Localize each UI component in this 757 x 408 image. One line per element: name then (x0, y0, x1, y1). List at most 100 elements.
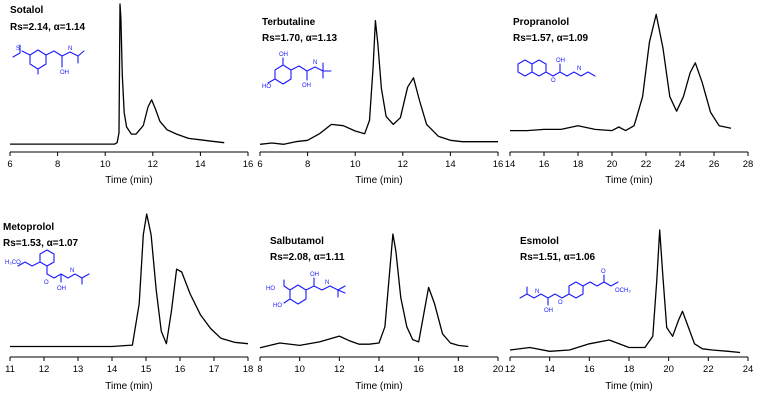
x-axis-label: Time (min) (355, 381, 402, 392)
x-tick-label: 16 (493, 159, 504, 170)
x-tick-label: 16 (243, 159, 254, 170)
x-axis-label: Time (min) (605, 175, 652, 186)
x-axis-label: Time (min) (105, 175, 152, 186)
panel-terbutaline: Terbutaline Rs=1.70, α=1.13 OH HO OH N 6… (257, 17, 503, 186)
x-ticks: 6 8 10 12 14 16 (257, 152, 503, 170)
terbutaline-atom-label: OH (302, 83, 311, 89)
panel-title: Terbutaline (262, 17, 316, 28)
terbutaline-atom-label: OH (279, 52, 288, 58)
x-axis-label: Time (min) (605, 381, 652, 392)
esmolol-atom-label: O (558, 300, 563, 306)
x-axis-label: Time (min) (105, 381, 152, 392)
sotalol-structure-icon: S OH N (12, 44, 85, 76)
x-tick-label: 20 (493, 364, 504, 375)
esmolol-atom-label: OH (544, 308, 553, 314)
x-tick-label: 15 (141, 364, 152, 375)
propranolol-atom-label: OH (556, 58, 565, 64)
resolution-label: Rs=1.70, α=1.13 (262, 33, 338, 44)
x-tick-label: 12 (148, 159, 159, 170)
x-axis-label: Time (min) (355, 175, 402, 186)
x-tick-label: 18 (573, 159, 584, 170)
x-ticks: 8 10 12 14 16 18 20 (257, 357, 503, 375)
resolution-label: Rs=1.51, α=1.06 (520, 252, 596, 263)
x-tick-label: 18 (624, 364, 635, 375)
x-tick-label: 17 (209, 364, 220, 375)
metoprolol-structure-icon: H₃CO O OH N (5, 249, 90, 292)
x-tick-label: 6 (7, 159, 12, 170)
x-tick-label: 22 (641, 159, 652, 170)
propranolol-atom-label: N (577, 66, 581, 72)
x-tick-label: 20 (607, 159, 618, 170)
x-tick-label: 14 (107, 364, 118, 375)
panel-propranolol: Propranolol Rs=1.57, α=1.09 O OH N 14 16 1… (505, 13, 754, 186)
metoprolol-atom-label: N (70, 268, 74, 274)
x-tick-label: 10 (100, 159, 111, 170)
panel-title: Salbutamol (270, 236, 324, 247)
salbutamol-atom-label: HO (266, 286, 275, 292)
x-tick-label: 12 (398, 159, 409, 170)
x-tick-label: 24 (743, 364, 754, 375)
salbutamol-structure-icon: HO HO OH N (266, 272, 346, 309)
chromatogram-trace (10, 3, 225, 145)
esmolol-atom-label: O (601, 269, 606, 275)
esmolol-structure-icon: N OH O O OCH₃ (519, 269, 631, 314)
sotalol-atom-label: OH (60, 70, 69, 76)
x-tick-label: 14 (374, 364, 385, 375)
x-tick-label: 14 (195, 159, 206, 170)
x-tick-label: 26 (709, 159, 720, 170)
resolution-label: Rs=2.14, α=1.14 (10, 22, 86, 33)
x-ticks: 12 14 16 18 20 22 24 (505, 357, 754, 375)
x-tick-label: 11 (5, 364, 15, 375)
x-tick-label: 10 (350, 159, 361, 170)
x-tick-label: 16 (584, 364, 595, 375)
terbutaline-atom-label: HO (262, 84, 271, 90)
x-tick-label: 6 (257, 159, 262, 170)
x-tick-label: 20 (663, 364, 674, 375)
x-tick-label: 28 (743, 159, 754, 170)
resolution-label: Rs=1.53, α=1.07 (3, 238, 79, 249)
x-tick-label: 16 (175, 364, 186, 375)
chromatogram-trace (10, 213, 249, 348)
propranolol-structure-icon: O OH N (517, 58, 596, 84)
panel-title: Esmolol (520, 236, 559, 247)
metoprolol-atom-label: O (44, 280, 49, 286)
esmolol-atom-label: OCH₃ (615, 288, 631, 294)
panel-esmolol: Esmolol Rs=1.51, α=1.06 N OH O O OCH₃ 12… (505, 229, 754, 392)
x-tick-label: 22 (703, 364, 714, 375)
salbutamol-atom-label: OH (310, 272, 319, 278)
x-tick-label: 14 (505, 159, 516, 170)
x-tick-label: 16 (413, 364, 424, 375)
salbutamol-atom-label: N (325, 280, 329, 286)
x-tick-label: 18 (453, 364, 464, 375)
chromatogram-trace (510, 13, 732, 132)
x-ticks: 14 16 18 20 22 24 26 28 (505, 152, 754, 170)
x-tick-label: 10 (294, 364, 305, 375)
sotalol-atom-label: N (68, 46, 72, 52)
x-tick-label: 8 (257, 364, 262, 375)
chromatogram-trace (509, 229, 741, 354)
x-tick-label: 14 (544, 364, 555, 375)
panel-title: Sotalol (10, 5, 44, 16)
x-tick-label: 12 (334, 364, 345, 375)
panel-title: Metoprolol (3, 222, 54, 233)
terbutaline-atom-label: N (313, 60, 317, 66)
esmolol-atom-label: N (535, 289, 539, 295)
x-tick-label: 8 (305, 159, 310, 170)
resolution-label: Rs=1.57, α=1.09 (513, 33, 589, 44)
panel-sotalol: Sotalol Rs=2.14, α=1.14 S OH N 6 8 10 12 14 1… (7, 3, 253, 186)
panel-salbutamol: Salbutamol Rs=2.08, α=1.11 HO HO OH N 8 1… (257, 233, 503, 392)
sotalol-atom-label: S (16, 46, 20, 52)
propranolol-atom-label: O (551, 78, 556, 84)
metoprolol-atom-label: H₃CO (5, 260, 21, 266)
resolution-label: Rs=2.08, α=1.11 (270, 252, 345, 263)
metoprolol-atom-label: OH (57, 286, 66, 292)
panel-metoprolol: Metoprolol Rs=1.53, α=1.07 H₃CO O OH N 1… (3, 213, 254, 392)
x-tick-label: 8 (55, 159, 60, 170)
x-tick-label: 13 (73, 364, 84, 375)
x-tick-label: 18 (243, 364, 254, 375)
x-tick-label: 12 (39, 364, 50, 375)
x-ticks: 6 8 10 12 14 16 (7, 152, 253, 170)
x-tick-label: 16 (539, 159, 550, 170)
x-tick-label: 14 (445, 159, 456, 170)
